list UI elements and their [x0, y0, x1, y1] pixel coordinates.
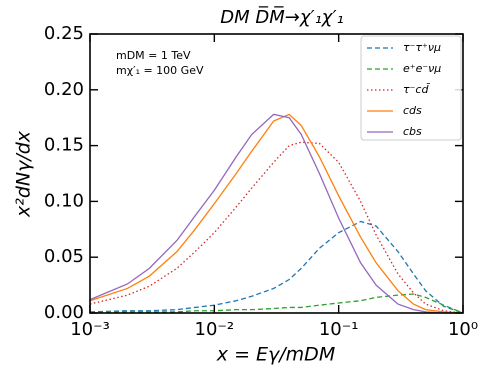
series-line [89, 220, 464, 314]
legend-label: cbs [403, 125, 422, 138]
plot-frame [89, 33, 464, 314]
x-tick-label: 10⁻³ [70, 319, 110, 340]
y-tick-label: 0.15 [44, 135, 84, 156]
series-line [89, 113, 464, 314]
legend-label: τ⁻τ⁺νμ [403, 41, 441, 54]
legend-box [360, 35, 462, 141]
series-line [89, 293, 464, 314]
x-tick-label: 10⁻² [195, 319, 235, 340]
y-tick-label: 0.00 [44, 302, 84, 323]
legend-label: cds [403, 104, 422, 117]
y-tick-label: 0.05 [44, 246, 84, 267]
legend-label: τ⁻cd̄ [403, 83, 431, 96]
x-tick-label: 10⁻¹ [319, 319, 359, 340]
series-line [89, 141, 464, 314]
y-tick-label: 0.10 [44, 190, 84, 211]
legend-label: e⁺e⁻νμ [403, 62, 441, 75]
annotation: mDM = 1 TeV [116, 49, 191, 62]
y-tick-label: 0.20 [44, 79, 84, 100]
series-line [89, 113, 463, 314]
x-axis-label: x = Eγ/mDM [216, 344, 335, 366]
annotation: mχ′₁ = 100 GeV [116, 64, 204, 77]
y-tick-label: 0.25 [44, 23, 84, 44]
chart-title: DM D̅M̅→χ′₁χ′₁ [220, 6, 344, 28]
x-tick-label: 10⁰ [448, 319, 478, 340]
y-axis-label: x²dNγ/dx [13, 130, 35, 218]
